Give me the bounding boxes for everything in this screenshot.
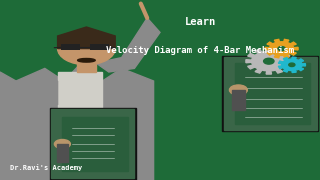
Polygon shape: [267, 52, 273, 55]
Bar: [224, 57, 317, 130]
Circle shape: [282, 59, 302, 71]
Polygon shape: [286, 60, 292, 63]
Polygon shape: [292, 57, 296, 59]
Polygon shape: [267, 42, 273, 45]
Polygon shape: [274, 39, 279, 42]
Polygon shape: [276, 49, 283, 53]
Polygon shape: [265, 47, 269, 50]
Polygon shape: [299, 68, 304, 71]
Bar: [222, 56, 318, 131]
Polygon shape: [294, 47, 298, 50]
Text: Velocity Diagram of 4-Bar Mechanism: Velocity Diagram of 4-Bar Mechanism: [106, 46, 294, 55]
Bar: [62, 117, 128, 171]
Text: Learn: Learn: [184, 17, 216, 27]
Polygon shape: [16, 81, 58, 117]
Bar: [235, 63, 310, 124]
Polygon shape: [255, 69, 262, 73]
Polygon shape: [290, 52, 296, 55]
Polygon shape: [0, 58, 154, 180]
Bar: [61, 44, 80, 50]
Polygon shape: [255, 49, 262, 53]
Polygon shape: [283, 53, 290, 57]
Circle shape: [58, 32, 115, 65]
Circle shape: [252, 51, 286, 71]
Polygon shape: [284, 39, 289, 42]
Circle shape: [264, 58, 274, 64]
Polygon shape: [58, 27, 115, 49]
Circle shape: [289, 63, 295, 67]
Bar: [51, 109, 134, 178]
Polygon shape: [290, 42, 296, 45]
Polygon shape: [246, 60, 252, 63]
Polygon shape: [292, 70, 296, 73]
Polygon shape: [274, 55, 279, 58]
Polygon shape: [283, 65, 290, 69]
Circle shape: [278, 47, 285, 51]
Polygon shape: [302, 64, 305, 66]
Polygon shape: [96, 18, 160, 72]
Bar: [57, 144, 68, 162]
Ellipse shape: [78, 58, 95, 62]
Polygon shape: [283, 69, 288, 72]
Polygon shape: [283, 58, 288, 60]
Polygon shape: [278, 61, 283, 64]
Polygon shape: [299, 59, 304, 62]
Polygon shape: [266, 71, 271, 74]
Polygon shape: [278, 66, 283, 69]
Circle shape: [229, 85, 247, 95]
Bar: [50, 108, 136, 180]
Polygon shape: [248, 53, 255, 57]
Polygon shape: [284, 55, 289, 58]
Text: Dr.Ravi's Academy: Dr.Ravi's Academy: [10, 164, 82, 171]
Circle shape: [54, 140, 70, 148]
Polygon shape: [58, 72, 102, 117]
Circle shape: [269, 42, 294, 55]
Polygon shape: [248, 65, 255, 69]
Bar: [232, 90, 245, 110]
Bar: [90, 44, 109, 50]
Bar: [77, 59, 96, 72]
Polygon shape: [266, 48, 271, 51]
Polygon shape: [276, 69, 283, 73]
